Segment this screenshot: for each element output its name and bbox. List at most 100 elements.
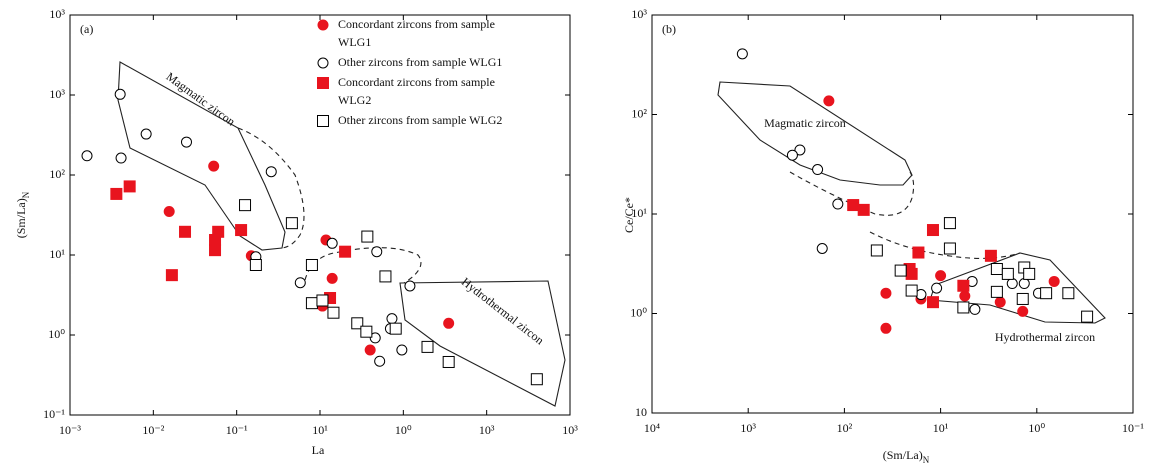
x-tick-label: 10³ — [479, 423, 495, 437]
marker-circle — [364, 344, 376, 356]
marker-square — [249, 258, 262, 271]
marker-circle — [1017, 305, 1029, 317]
y-tick-label: 10 — [635, 405, 647, 419]
marker-circle — [994, 296, 1006, 308]
region-label: Hydrothermal zircon — [995, 330, 1095, 344]
x-tick-label: 10⁻¹ — [226, 423, 248, 437]
axis-label-text: (Sm/La) — [883, 448, 923, 462]
marker-circle — [115, 152, 127, 164]
region-label: Magmatic zircon — [164, 69, 238, 128]
x-tick-label: 10² — [837, 421, 853, 435]
marker-circle — [81, 150, 93, 162]
y-tick-label: 10³ — [49, 87, 65, 101]
marker-circle — [880, 287, 892, 299]
legend-label-line: Concordant zircons from sample — [338, 75, 495, 89]
hydrothermal-field-b — [929, 252, 1106, 324]
marker-square — [1040, 287, 1053, 300]
marker-square — [870, 244, 883, 257]
marker-square — [943, 242, 956, 255]
axis-label-text: La — [312, 443, 325, 457]
marker-circle — [1006, 278, 1018, 290]
marker-square — [943, 217, 956, 230]
marker-circle — [969, 303, 981, 315]
marker-square — [984, 249, 997, 262]
marker-square — [847, 199, 860, 212]
marker-square — [905, 284, 918, 297]
marker-square — [1001, 267, 1014, 280]
marker-square — [361, 230, 374, 243]
legend-label: Concordant zircons from sample WLG1 — [338, 17, 495, 49]
legend-label: Other zircons from sample WLG1 — [338, 55, 502, 69]
legend-marker — [317, 19, 329, 31]
marker-square — [1016, 292, 1029, 305]
marker-square — [957, 279, 970, 292]
marker-circle — [386, 313, 398, 325]
marker-circle — [823, 95, 835, 107]
marker-circle — [1048, 275, 1060, 287]
y-tick-label: 10³ — [631, 7, 647, 21]
marker-square — [179, 225, 192, 238]
x-tick-label: 10⁻³ — [59, 423, 81, 437]
marker-square — [305, 258, 318, 271]
region-label: Hydrothermal zircon — [459, 275, 547, 348]
marker-square — [905, 267, 918, 280]
legend-label-line: WLG2 — [338, 93, 371, 107]
y-tick-label: 10⁰ — [630, 305, 647, 319]
panel-label: (b) — [662, 22, 676, 36]
marker-square — [360, 325, 373, 338]
y-tick-label: 10² — [49, 167, 65, 181]
x-tick-label: 10⁻² — [142, 423, 164, 437]
x-tick-label: 10¹ — [312, 423, 328, 437]
marker-circle — [396, 344, 408, 356]
marker-circle — [959, 290, 971, 302]
marker-square — [1023, 267, 1036, 280]
marker-circle — [832, 198, 844, 210]
marker-square — [990, 285, 1003, 298]
marker-circle — [794, 144, 806, 156]
marker-square — [957, 301, 970, 314]
marker-circle — [326, 237, 338, 249]
marker-circle — [931, 282, 943, 294]
marker-circle — [880, 322, 892, 334]
plot-frame — [69, 14, 571, 416]
marker-circle — [294, 277, 306, 289]
marker-square — [339, 245, 352, 258]
marker-circle — [816, 243, 828, 255]
legend-label-line: WLG1 — [338, 35, 371, 49]
legend-label: Other zircons from sample WLG2 — [338, 113, 502, 127]
marker-square — [165, 269, 178, 282]
marker-square — [305, 297, 318, 310]
x-tick-label: 10¹ — [933, 421, 949, 435]
legend-label: Concordant zircons from sample WLG2 — [338, 75, 495, 107]
marker-square — [990, 263, 1003, 276]
marker-square — [530, 373, 543, 386]
marker-circle — [812, 164, 824, 176]
marker-square — [239, 199, 252, 212]
marker-circle — [180, 136, 192, 148]
marker-circle — [208, 160, 220, 172]
hydrothermal-field-a — [399, 280, 566, 407]
y-tick-label: 10⁻¹ — [43, 407, 65, 421]
axis-label: (Sm/La)N — [14, 191, 31, 238]
marker-square — [316, 294, 329, 307]
marker-square — [1062, 287, 1075, 300]
axis-label-subscript: N — [21, 191, 31, 198]
magmatic-field-a — [117, 61, 286, 251]
magmatic-field-b — [717, 81, 913, 186]
legend-marker — [317, 115, 329, 127]
marker-circle — [736, 48, 748, 60]
marker-square — [209, 244, 222, 257]
marker-square — [379, 270, 392, 283]
marker-square — [123, 180, 136, 193]
marker-square — [1081, 310, 1094, 323]
marker-square — [912, 246, 925, 259]
marker-square — [389, 322, 402, 335]
panel-label: (a) — [80, 22, 93, 36]
y-tick-label: 10¹ — [631, 206, 647, 220]
region-outlines — [117, 61, 1106, 407]
x-tick-label: 10⁴ — [644, 421, 660, 435]
marker-circle — [371, 246, 383, 258]
magmatic-field-b-extension — [789, 171, 915, 216]
marker-circle — [374, 355, 386, 367]
